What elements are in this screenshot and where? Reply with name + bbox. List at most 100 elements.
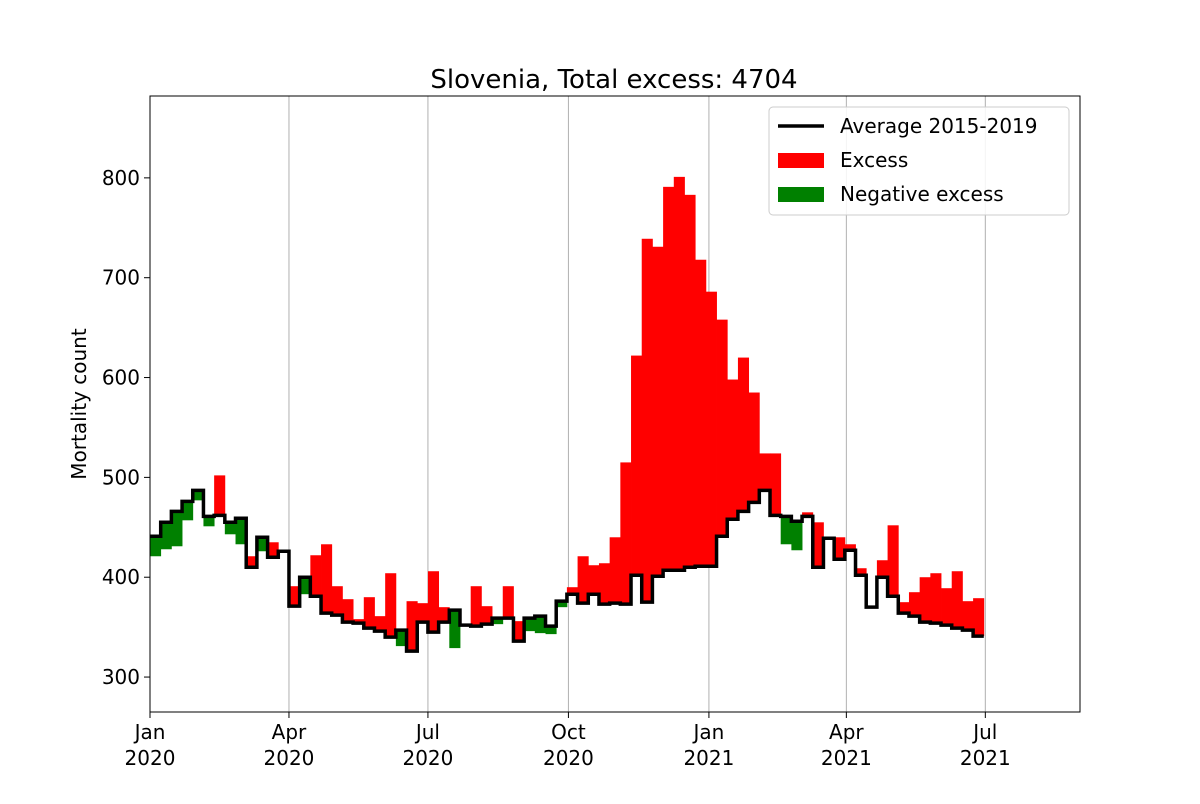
excess-bar xyxy=(876,560,888,578)
excess-bar xyxy=(844,544,856,551)
excess-bar xyxy=(342,599,354,623)
x-tick-label-year: 2021 xyxy=(960,746,1011,770)
average-line xyxy=(150,488,984,653)
excess-bar xyxy=(652,246,664,577)
excess-bar xyxy=(620,462,632,605)
excess-bar xyxy=(363,597,375,629)
legend-negative-swatch xyxy=(778,187,824,202)
legend: Average 2015-2019 Excess Negative excess xyxy=(768,106,1070,216)
excess-bar xyxy=(470,586,482,627)
excess-bar xyxy=(663,186,675,571)
excess-bar xyxy=(417,603,429,623)
excess-bar xyxy=(246,556,258,568)
x-tick-label: Jan xyxy=(133,720,166,744)
legend-excess-swatch xyxy=(778,153,824,168)
excess-bar xyxy=(802,512,814,517)
negative-excess-bar xyxy=(299,577,311,595)
excess-bar xyxy=(502,586,514,619)
legend-box xyxy=(768,106,1070,216)
excess-bar xyxy=(941,588,953,626)
excess-bar xyxy=(331,586,343,616)
x-tick-label-year: 2021 xyxy=(821,746,872,770)
negative-excess-bar xyxy=(171,511,183,547)
negative-excess-bar xyxy=(780,516,792,545)
excess-bar xyxy=(267,542,279,558)
excess-bar xyxy=(887,525,899,597)
negative-excess-bar xyxy=(160,522,172,550)
excess-bar xyxy=(566,587,578,595)
excess-bar xyxy=(834,537,846,560)
excess-bar xyxy=(919,577,931,623)
y-axis: 300 400 500 600 700 800 xyxy=(102,166,150,689)
excess-bar xyxy=(759,453,771,491)
excess-bar xyxy=(898,602,910,614)
y-tick-label: 400 xyxy=(102,565,140,589)
negative-excess-bar xyxy=(203,516,215,527)
average-line-layer xyxy=(150,488,984,653)
x-tick-label: Apr xyxy=(272,720,307,744)
y-tick-label: 500 xyxy=(102,465,140,489)
negative-excess-bar xyxy=(534,616,546,634)
negative-excess-bar xyxy=(150,536,162,557)
x-tick-label: Jul xyxy=(414,720,440,744)
excess-bar xyxy=(695,259,707,567)
excess-bar xyxy=(310,555,322,597)
excess-bar xyxy=(748,392,760,503)
excess-bars xyxy=(150,176,985,652)
x-tick-label-year: 2020 xyxy=(543,746,594,770)
x-tick-label-year: 2020 xyxy=(264,746,315,770)
x-tick-label-year: 2021 xyxy=(683,746,734,770)
excess-bar xyxy=(481,606,493,625)
chart-title: Slovenia, Total excess: 4704 xyxy=(430,65,797,95)
excess-bar xyxy=(951,571,963,629)
negative-excess-bar xyxy=(791,521,803,551)
negative-excess-bar xyxy=(449,610,461,649)
excess-bar xyxy=(673,176,685,571)
excess-bar xyxy=(214,475,226,516)
excess-bar xyxy=(716,319,728,537)
excess-bar xyxy=(930,573,942,624)
excess-bar xyxy=(374,616,386,632)
excess-bar xyxy=(513,621,525,642)
excess-bar xyxy=(727,379,739,520)
excess-bar xyxy=(908,592,921,617)
excess-bar xyxy=(406,601,418,652)
excess-bar xyxy=(641,238,653,603)
excess-bar xyxy=(855,568,867,576)
excess-bar xyxy=(684,194,696,568)
excess-bar xyxy=(438,607,450,623)
negative-excess-bar xyxy=(192,490,204,501)
excess-bar xyxy=(812,522,824,568)
negative-excess-bar xyxy=(545,626,557,635)
y-tick-label: 300 xyxy=(102,665,140,689)
x-tick-label: Jul xyxy=(971,720,997,744)
excess-bar xyxy=(385,573,397,638)
excess-bar xyxy=(577,556,589,604)
negative-excess-bar xyxy=(224,522,236,535)
excess-bar xyxy=(609,537,621,604)
legend-excess-label: Excess xyxy=(840,148,908,172)
y-tick-label: 800 xyxy=(102,166,140,190)
excess-bar xyxy=(321,544,333,614)
legend-average-label: Average 2015-2019 xyxy=(840,114,1038,138)
x-tick-label: Jan xyxy=(691,720,724,744)
x-tick-label: Apr xyxy=(829,720,864,744)
excess-bar xyxy=(288,586,301,607)
y-tick-label: 600 xyxy=(102,366,140,390)
x-tick-label-year: 2020 xyxy=(402,746,453,770)
y-tick-label: 700 xyxy=(102,266,140,290)
y-axis-label: Mortality count xyxy=(67,328,91,480)
plot-frame xyxy=(149,95,1081,713)
excess-bar xyxy=(353,619,365,624)
negative-excess-bar xyxy=(524,618,536,632)
negative-excess-bar xyxy=(235,518,247,545)
excess-bar xyxy=(427,571,440,633)
excess-bar xyxy=(588,565,600,595)
excess-bar xyxy=(737,357,750,512)
negative-excess-bar xyxy=(395,630,407,647)
excess-bar xyxy=(705,291,717,567)
x-axis: Jan2020Apr2020Jul2020Oct2020Jan2021Apr20… xyxy=(125,712,1011,770)
excess-bar xyxy=(770,453,782,516)
